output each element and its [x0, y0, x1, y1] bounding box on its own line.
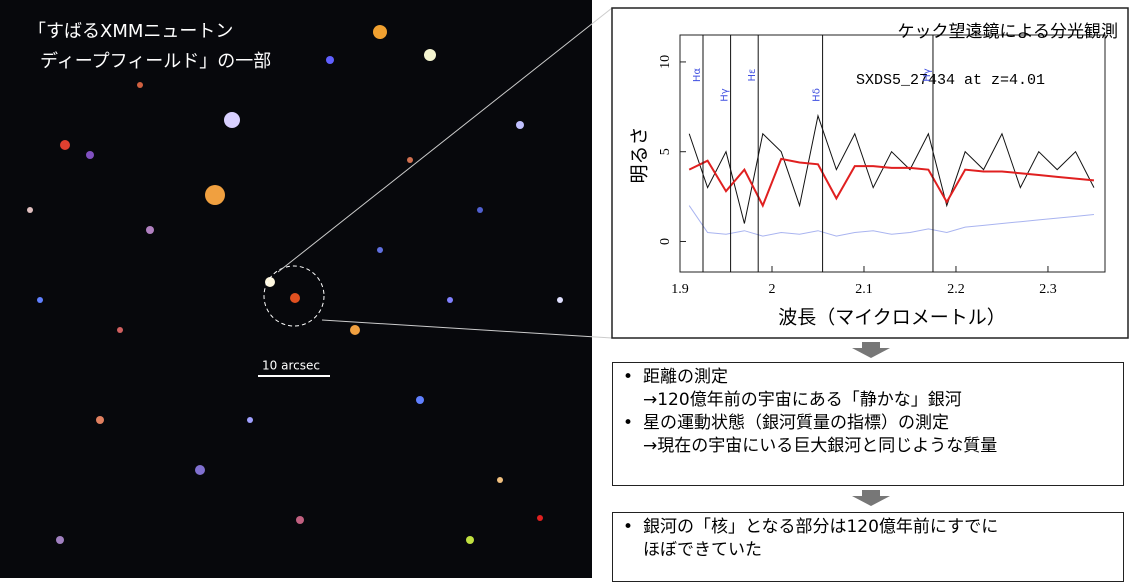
y-tick-label: 0 — [658, 238, 673, 245]
line-label: Hγ — [720, 88, 731, 102]
bullet-item: 距離の測定→120億年前の宇宙にある「静かな」銀河 — [621, 366, 1123, 412]
y-axis-label: 明るさ — [629, 126, 651, 183]
scale-label: 10 arcsec — [262, 359, 320, 373]
x-tick-label: 2.3 — [1039, 282, 1057, 297]
x-tick-label: 2 — [768, 282, 775, 297]
figure: 「すばるXMMニュートン ディープフィールド」の一部 10 arcsec ケック… — [0, 0, 1131, 578]
bullet-item: 星の運動状態（銀河質量の指標）の測定→現在の宇宙にいる巨大銀河と同じような質量 — [621, 412, 1123, 458]
image-caption: 「すばるXMMニュートン — [28, 21, 233, 42]
chart-title: ケック望遠鏡による分光観測 — [898, 22, 1119, 42]
y-tick-label: 10 — [658, 55, 673, 69]
x-tick-label: 2.2 — [947, 282, 965, 297]
arrow — [852, 490, 890, 506]
bullet-line: 星の運動状態（銀河質量の指標）の測定 — [643, 412, 1123, 435]
bullet-line: ほぼできていた — [643, 539, 1123, 562]
line-label: Hγ — [922, 68, 933, 82]
bullet-line: 銀河の「核」となる部分は120億年前にすでに — [643, 516, 1123, 539]
image-caption: ディープフィールド」の一部 — [40, 51, 271, 72]
x-axis-label: 波長（マイクロメートル） — [778, 307, 1006, 329]
x-tick-label: 2.1 — [855, 282, 873, 297]
line-label: Hα — [692, 68, 703, 83]
bullet-line: 距離の測定 — [643, 366, 1123, 389]
arrow — [852, 342, 890, 358]
x-tick-label: 1.9 — [671, 282, 689, 297]
line-label: Hε — [747, 69, 758, 82]
page: 「すばるXMMニュートン ディープフィールド」の一部 10 arcsec ケック… — [0, 0, 1131, 578]
line-label: Hδ — [812, 88, 823, 102]
bullet-line: →120億年前の宇宙にある「静かな」銀河 — [643, 389, 1123, 412]
bullet-line: →現在の宇宙にいる巨大銀河と同じような質量 — [643, 435, 1123, 458]
sky-image — [0, 0, 592, 578]
findings-box: 距離の測定→120億年前の宇宙にある「静かな」銀河星の運動状態（銀河質量の指標）… — [612, 362, 1124, 486]
annotation: SXDS5_27434 at z=4.01 — [856, 72, 1045, 89]
y-tick-label: 5 — [658, 148, 673, 155]
